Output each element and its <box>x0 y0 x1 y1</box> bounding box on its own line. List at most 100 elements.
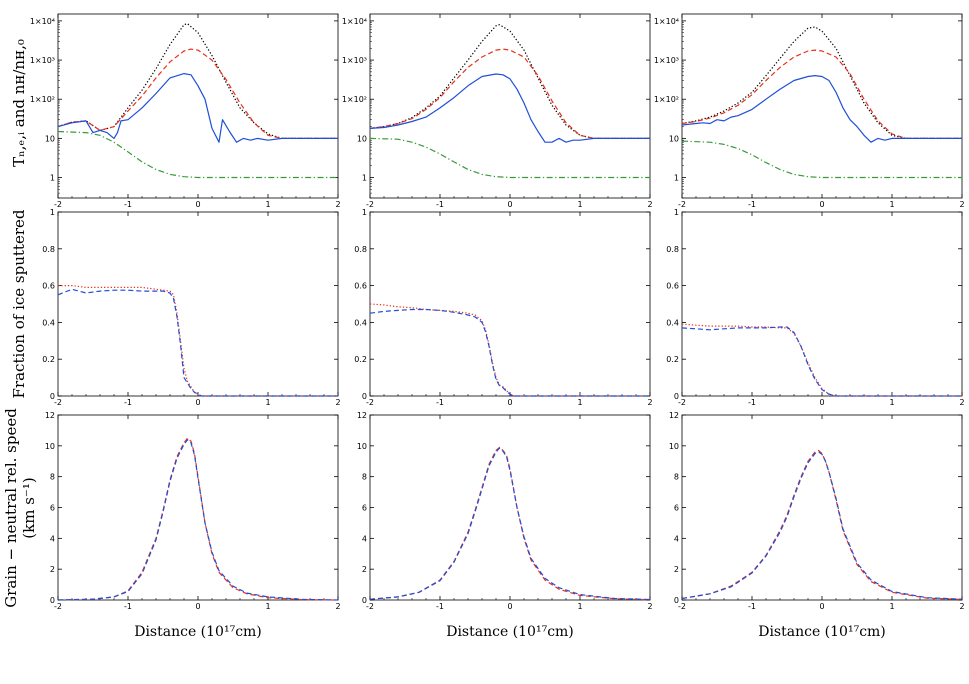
y-tick-label: 1×10² <box>654 95 679 104</box>
x-tick-label: 2 <box>959 602 964 611</box>
xlabel-col-1: Distance (10¹⁷cm) <box>134 624 262 640</box>
y-tick-label: 6 <box>362 504 367 513</box>
y-tick-label: 0 <box>674 392 679 401</box>
y-tick-label: 1 <box>362 208 367 217</box>
x-tick-label: 0 <box>507 200 512 209</box>
x-tick-label: 0 <box>507 398 512 407</box>
y-tick-label: 4 <box>674 534 679 543</box>
series-red <box>58 285 338 397</box>
series-blue <box>369 308 650 397</box>
x-tick-label: 0 <box>195 398 200 407</box>
y-tick-label: 0 <box>50 392 55 401</box>
y-tick-label: 8 <box>362 473 367 482</box>
y-tick-label: 1 <box>674 174 679 183</box>
x-tick-label: 0 <box>819 200 824 209</box>
x-tick-label: 0 <box>507 602 512 611</box>
y-tick-label: 1×10³ <box>30 56 55 65</box>
x-tick-label: -2 <box>366 602 374 611</box>
series-red <box>57 437 339 601</box>
x-tick-label: 1 <box>577 200 582 209</box>
y-tick-label: 0.8 <box>42 245 55 254</box>
x-tick-label: -2 <box>678 602 686 611</box>
y-tick-label: 0.4 <box>42 318 55 327</box>
panel-r2-c1: -2 -1 0 1 2 0 0.2 0.4 0.6 0.8 1 <box>42 208 340 407</box>
y-tick-label: 1×10³ <box>342 56 367 65</box>
x-tick-label: 1 <box>265 200 270 209</box>
x-tick-label: 2 <box>959 398 964 407</box>
y-tick-label: 4 <box>50 534 55 543</box>
y-tick-label: 8 <box>674 473 679 482</box>
x-tick-label: -2 <box>678 398 686 407</box>
panel-frame <box>57 13 339 199</box>
y-tick-label: 0.2 <box>42 355 55 364</box>
x-tick-label: -1 <box>124 602 132 611</box>
series-red <box>369 446 651 601</box>
panel-frame <box>369 414 651 601</box>
x-tick-label: -1 <box>748 602 756 611</box>
series-t-e <box>681 49 962 139</box>
y-tick-label: 10 <box>45 442 55 451</box>
series-blue <box>57 439 339 601</box>
series-blue <box>681 451 963 600</box>
x-tick-label: -2 <box>366 200 374 209</box>
ylabel-fraction-sputtered: Fraction of ice sputtered <box>10 209 28 398</box>
y-tick-label: 2 <box>50 565 55 574</box>
y-tick-label: 2 <box>362 565 367 574</box>
x-tick-label: -1 <box>124 398 132 407</box>
panel-r1-c2: -2 -1 0 1 2 1 10 1×10² 1×10³ 1×10⁴ <box>342 13 653 209</box>
ylabel-temperature: Tₙ,ₑ,ᵢ and nʜ/nʜ,₀ <box>10 39 28 167</box>
panel-r2-c2: -2 -1 0 1 2 0 0.2 0.4 0.6 0.8 1 <box>354 208 652 407</box>
y-tick-label: 0 <box>362 596 367 605</box>
series-t-e <box>369 48 650 139</box>
series-blue <box>369 447 651 601</box>
series-t-i <box>57 72 338 143</box>
x-tick-label: -1 <box>748 398 756 407</box>
x-tick-label: 1 <box>577 398 582 407</box>
y-tick-label: 1×10⁴ <box>30 17 55 26</box>
panel-frame <box>681 414 963 601</box>
y-tick-label: 1×10² <box>30 95 55 104</box>
x-tick-label: 0 <box>819 398 824 407</box>
y-tick-label: 0 <box>50 596 55 605</box>
x-tick-label: 1 <box>577 602 582 611</box>
x-tick-label: 0 <box>195 200 200 209</box>
x-tick-label: -1 <box>436 602 444 611</box>
x-tick-label: 1 <box>265 398 270 407</box>
x-tick-label: 2 <box>335 602 340 611</box>
x-tick-label: 2 <box>647 200 652 209</box>
y-tick-label: 6 <box>50 504 55 513</box>
y-tick-label: 10 <box>45 134 55 143</box>
y-tick-label: 10 <box>357 134 367 143</box>
y-tick-label: 0.6 <box>666 282 679 291</box>
y-tick-label: 0 <box>362 392 367 401</box>
y-tick-label: 12 <box>669 411 679 420</box>
y-tick-label: 10 <box>669 442 679 451</box>
xlabel-col-3: Distance (10¹⁷cm) <box>758 624 886 640</box>
x-tick-label: -1 <box>436 398 444 407</box>
xlabel-col-2: Distance (10¹⁷cm) <box>446 624 574 640</box>
y-tick-label: 1 <box>50 174 55 183</box>
panel-frame <box>681 211 963 397</box>
y-tick-label: 1×10⁴ <box>342 17 367 26</box>
panel-r2-c3: -2 -1 0 1 2 0 0.2 0.4 0.6 0.8 1 <box>666 208 964 407</box>
y-tick-label: 6 <box>674 504 679 513</box>
series-t-e <box>57 48 338 139</box>
panel-r1-c3: -2 -1 0 1 2 1 10 1×10² 1×10³ 1×10⁴ <box>654 13 965 209</box>
y-tick-label: 0.8 <box>666 245 679 254</box>
y-tick-label: 8 <box>50 473 55 482</box>
x-tick-label: 1 <box>889 200 894 209</box>
x-tick-label: -2 <box>54 200 62 209</box>
y-tick-label: 1 <box>362 174 367 183</box>
y-tick-label: 10 <box>669 134 679 143</box>
x-tick-label: 1 <box>265 602 270 611</box>
x-tick-label: -1 <box>436 200 444 209</box>
y-tick-label: 1 <box>50 208 55 217</box>
x-tick-label: 0 <box>819 602 824 611</box>
panel-frame <box>57 414 339 601</box>
x-tick-label: -2 <box>678 200 686 209</box>
y-tick-label: 1×10⁴ <box>654 17 679 26</box>
